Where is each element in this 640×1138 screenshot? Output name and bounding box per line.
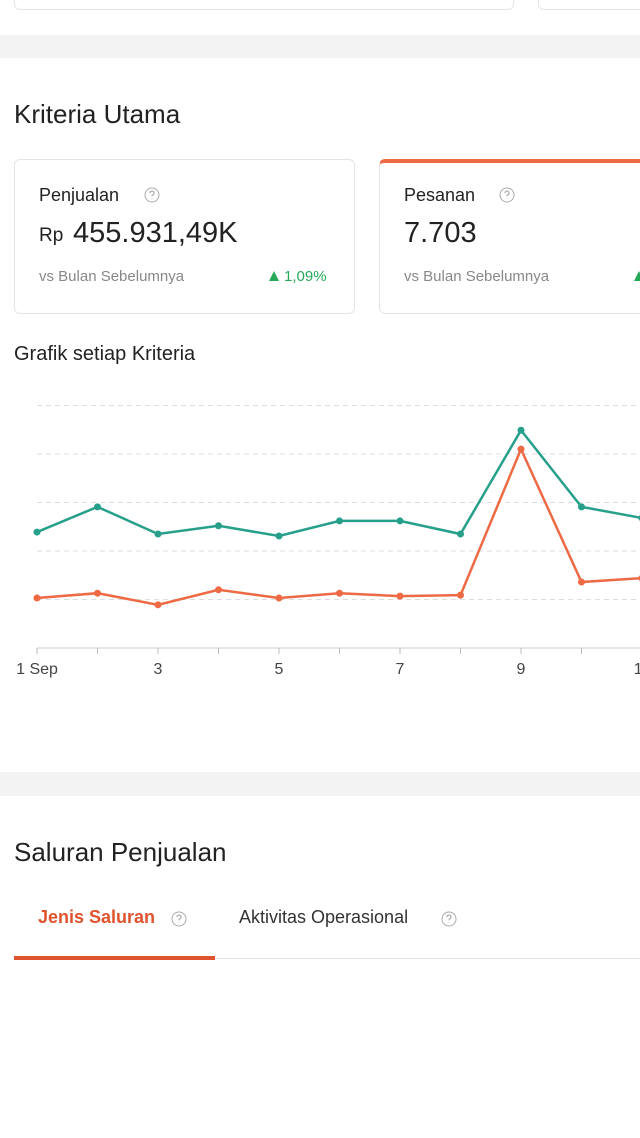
point	[578, 578, 585, 586]
point	[154, 530, 162, 538]
divider	[0, 35, 640, 58]
x-tick-label: 7	[396, 661, 405, 678]
series-line	[36, 446, 640, 607]
x-tick-label: 11	[634, 661, 640, 678]
point	[275, 532, 283, 540]
chart: 1 Sep 3 5 7 9 11	[16, 405, 640, 678]
change: 1,09%	[284, 268, 327, 285]
help-icon[interactable]	[171, 911, 187, 927]
up-arrow	[269, 271, 279, 281]
x-tick-label: 9	[517, 661, 526, 678]
chart-title: Grafik setiap Kriteria	[14, 343, 196, 365]
point	[33, 528, 41, 536]
tab[interactable]: Aktivitas Operasional	[239, 907, 409, 927]
point	[517, 426, 525, 434]
x-tick-label: 1 Sep	[16, 661, 58, 678]
metric-value: 7.703	[404, 217, 477, 249]
point	[275, 594, 283, 602]
tab-rule	[14, 958, 640, 959]
metric-label: Penjualan	[39, 185, 120, 205]
point	[396, 592, 404, 600]
help-icon[interactable]	[441, 911, 457, 927]
point	[33, 594, 41, 602]
metric-card[interactable]	[14, 159, 355, 314]
point	[336, 589, 343, 597]
point	[457, 530, 464, 538]
card-fragment	[538, 0, 640, 10]
point	[94, 503, 101, 511]
metric-label: Pesanan	[404, 185, 476, 205]
point	[215, 522, 222, 530]
point	[154, 601, 162, 609]
point	[517, 445, 525, 453]
compare-label: vs Bulan Sebelumnya	[404, 268, 550, 285]
point	[396, 517, 404, 525]
divider	[0, 772, 640, 796]
card-fragment	[14, 0, 514, 10]
point	[215, 586, 222, 594]
help-icon[interactable]	[499, 187, 515, 203]
x-tick-label: 3	[154, 661, 163, 678]
up-arrow	[634, 271, 640, 281]
metric-value: 455.931,49K	[73, 217, 238, 249]
point	[336, 517, 343, 525]
x-tick-label: 5	[275, 661, 284, 678]
currency: Rp	[39, 225, 64, 246]
compare-label: vs Bulan Sebelumnya	[39, 268, 185, 285]
section-title: Kriteria Utama	[14, 99, 181, 129]
point	[94, 589, 101, 597]
point	[578, 503, 585, 511]
tab-indicator	[14, 956, 215, 960]
metric-card[interactable]	[379, 159, 640, 314]
point	[457, 591, 464, 599]
section-title: Saluran Penjualan	[14, 837, 227, 867]
tab-active[interactable]: Jenis Saluran	[38, 907, 156, 927]
help-icon[interactable]	[144, 187, 160, 203]
